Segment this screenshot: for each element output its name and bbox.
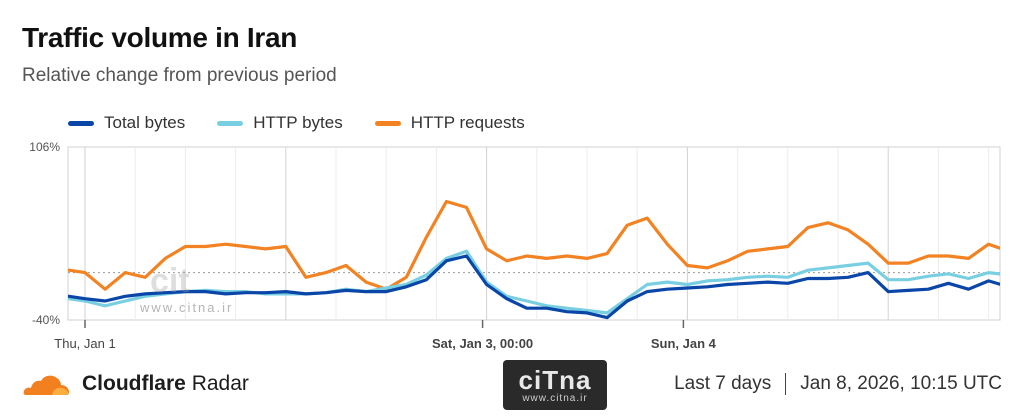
x-tick-label: Sat, Jan 3, 00:00: [432, 336, 533, 351]
series-line-total-bytes: [68, 254, 1000, 320]
x-tick-label: Thu, Jan 1: [54, 336, 115, 351]
legend-label-total-bytes: Total bytes: [104, 113, 186, 132]
chart-subtitle: Relative change from previous period: [22, 65, 337, 86]
footer-meta: Last 7 days Jan 8, 2026, 10:15 UTC: [674, 373, 1002, 395]
brand-name-bold: Cloudflare: [82, 372, 186, 395]
timestamp-label: Jan 8, 2026, 10:15 UTC: [800, 373, 1002, 394]
chart-title: Traffic volume in Iran: [22, 22, 298, 53]
brand-name-rest: Radar: [191, 372, 249, 395]
series-line-http-requests: [68, 199, 1000, 291]
x-tick-label: Sun, Jan 4: [651, 336, 717, 351]
period-label[interactable]: Last 7 days: [674, 373, 772, 394]
cloudflare-radar-brand[interactable]: Cloudflare Radar: [22, 369, 249, 399]
brand-name: Cloudflare Radar: [82, 372, 249, 396]
y-tick-label-bottom: -40%: [32, 313, 60, 327]
faint-watermark-logo: cit: [150, 262, 190, 300]
legend-swatch-total-bytes: [68, 120, 94, 126]
legend-label-http-requests: HTTP requests: [410, 113, 525, 132]
y-tick-label-top: 106%: [29, 140, 60, 154]
citna-logo: ciTna: [518, 364, 592, 395]
citna-url: www.citna.ir: [522, 392, 588, 404]
cloudflare-cloud-icon: [23, 375, 69, 395]
plot-frame: [67, 146, 1001, 321]
footer-divider: [785, 373, 787, 395]
legend-item-http-requests[interactable]: HTTP requests: [374, 113, 525, 133]
legend-swatch-http-requests: [374, 120, 401, 126]
legend-item-http-bytes[interactable]: HTTP bytes: [217, 113, 343, 133]
legend-label-http-bytes: HTTP bytes: [253, 113, 343, 132]
citna-watermark: ciTna www.citna.ir: [503, 360, 607, 410]
legend-item-total-bytes[interactable]: Total bytes: [68, 113, 185, 133]
chart-legend: Total bytes HTTP bytes HTTP requests: [68, 113, 557, 133]
legend-swatch-http-bytes: [217, 120, 244, 126]
faint-watermark-url: www.citna.ir: [140, 300, 234, 315]
